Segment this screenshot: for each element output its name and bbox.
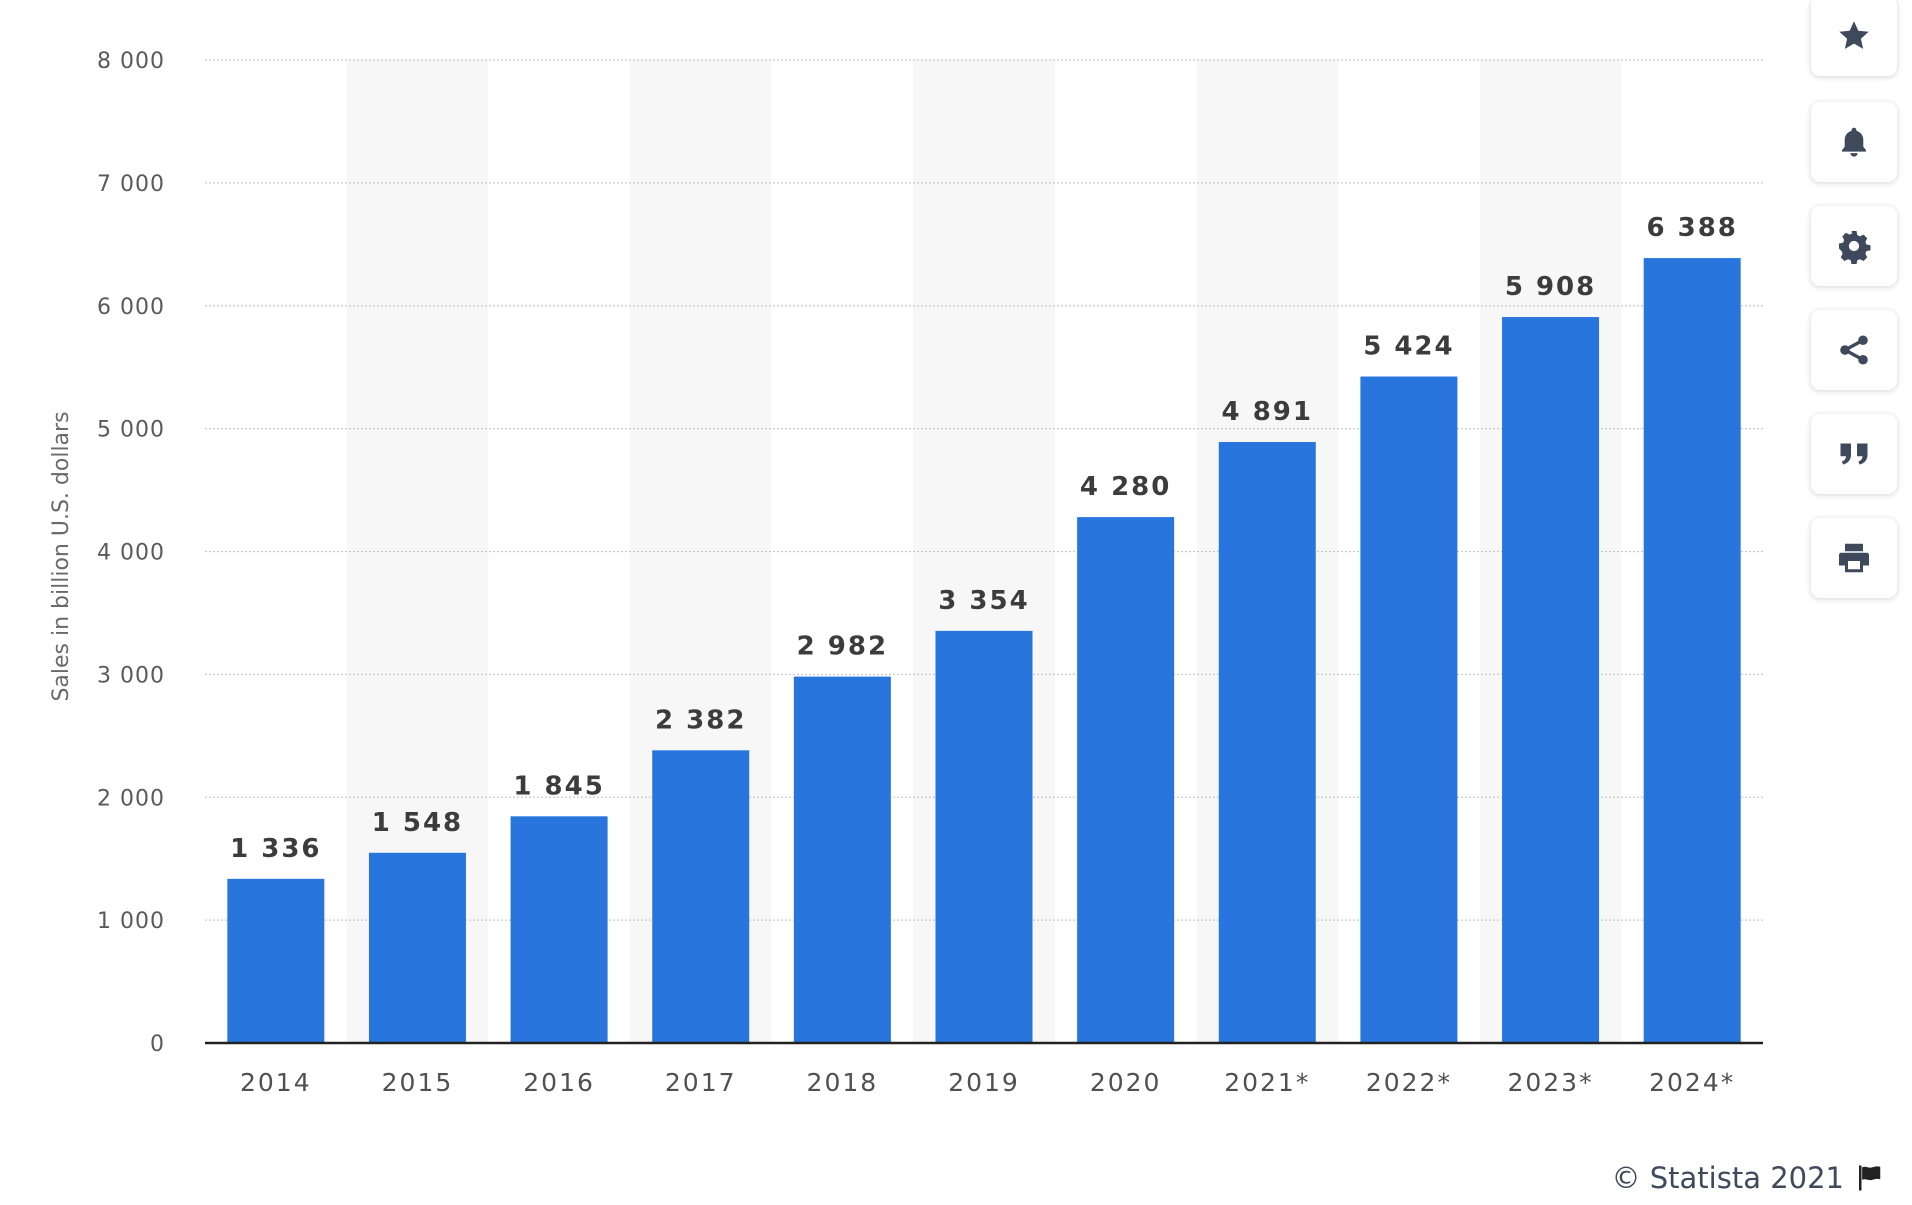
data-label: 1 336 xyxy=(230,834,321,864)
y-axis-title: Sales in billion U.S. dollars xyxy=(49,411,74,701)
bar[interactable] xyxy=(1077,517,1175,1043)
data-label: 5 908 xyxy=(1505,272,1596,302)
y-tick-label: 7 000 xyxy=(97,172,165,197)
x-tick-label: 2023* xyxy=(1507,1068,1593,1097)
bar[interactable] xyxy=(1218,442,1316,1043)
data-label: 2 982 xyxy=(797,632,888,662)
cite-button[interactable] xyxy=(1811,414,1897,494)
x-tick-label: 2024* xyxy=(1649,1068,1735,1097)
bar[interactable] xyxy=(1643,258,1741,1044)
x-tick-label: 2014 xyxy=(240,1068,312,1097)
share-icon xyxy=(1840,335,1868,365)
notification-button[interactable] xyxy=(1811,102,1897,182)
y-tick-label: 2 000 xyxy=(97,786,165,811)
data-label: 2 382 xyxy=(655,705,746,735)
bar[interactable] xyxy=(793,676,891,1043)
settings-button[interactable] xyxy=(1811,206,1897,286)
data-label: 3 354 xyxy=(938,586,1029,616)
copyright-credit[interactable]: © Statista 2021 xyxy=(1611,1161,1844,1195)
x-tick-label: 2021* xyxy=(1224,1068,1310,1097)
favorite-button[interactable] xyxy=(1811,0,1897,76)
x-tick-label: 2022* xyxy=(1366,1068,1452,1097)
bars xyxy=(227,258,1741,1044)
bar[interactable] xyxy=(227,878,325,1043)
share-button[interactable] xyxy=(1811,310,1897,390)
y-tick-label: 5 000 xyxy=(97,418,165,443)
y-tick-label: 8 000 xyxy=(97,49,165,74)
x-tick-label: 2017 xyxy=(665,1068,737,1097)
y-tick-label: 1 000 xyxy=(97,909,165,934)
bar[interactable] xyxy=(935,630,1033,1043)
quote-icon xyxy=(1840,443,1868,465)
x-tick-label: 2018 xyxy=(807,1068,879,1097)
data-label: 5 424 xyxy=(1363,332,1454,362)
gear-icon xyxy=(1839,231,1871,264)
data-label: 4 891 xyxy=(1222,397,1313,427)
y-tick-label: 6 000 xyxy=(97,295,165,320)
data-labels: 1 336 1 548 1 845 2 382 2 982 3 354 4 280 4 891… xyxy=(230,213,1737,864)
bar[interactable] xyxy=(652,750,750,1043)
x-tick-label: 2019 xyxy=(948,1068,1020,1097)
print-icon xyxy=(1839,543,1869,573)
flag-icon[interactable] xyxy=(1854,1163,1884,1193)
data-label: 1 845 xyxy=(513,771,604,801)
bar[interactable] xyxy=(1360,376,1458,1043)
y-axis-ticks: 0 1 000 2 000 3 000 4 000 5 000 6 000 7 000 8 00… xyxy=(97,49,165,1057)
data-label: 4 280 xyxy=(1080,472,1171,502)
star-icon xyxy=(1839,21,1869,49)
footer: © Statista 2021 xyxy=(1612,1161,1884,1195)
x-tick-label: 2015 xyxy=(382,1068,454,1097)
x-axis-ticks: 2014 2015 2016 2017 2018 2019 2020 2021* 2022* 20… xyxy=(240,1068,1735,1097)
bar-chart: 0 1 000 2 000 3 000 4 000 5 000 6 000 7 000 8 00… xyxy=(49,49,1763,1097)
bar[interactable] xyxy=(1502,317,1600,1043)
print-button[interactable] xyxy=(1811,518,1897,598)
data-label: 6 388 xyxy=(1646,213,1737,243)
y-tick-label: 4 000 xyxy=(97,541,165,566)
y-tick-label: 0 xyxy=(150,1032,165,1057)
bar[interactable] xyxy=(510,816,608,1043)
y-tick-label: 3 000 xyxy=(97,663,165,688)
bell-icon xyxy=(1842,127,1866,157)
data-label: 1 548 xyxy=(372,808,463,838)
x-tick-label: 2020 xyxy=(1090,1068,1162,1097)
x-tick-label: 2016 xyxy=(523,1068,595,1097)
bar[interactable] xyxy=(368,852,466,1043)
